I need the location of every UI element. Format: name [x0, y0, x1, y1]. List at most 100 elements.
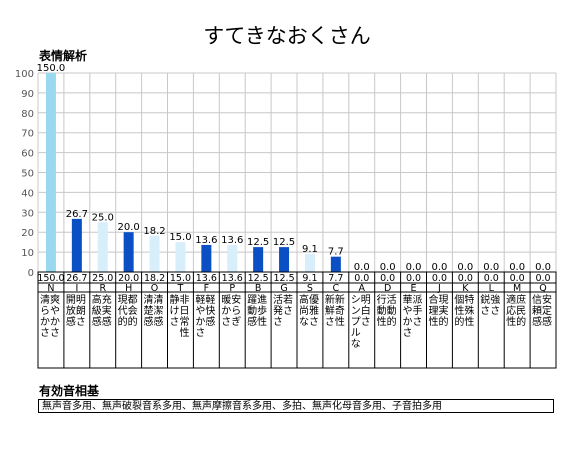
x-category-label: Q [539, 283, 546, 294]
table-value: 0.0 [406, 273, 421, 284]
table-value: 12.5 [248, 273, 269, 284]
x-category-label: T [177, 283, 184, 294]
bar-value-label: 0.0 [535, 262, 551, 273]
category-description: 現実的 [438, 294, 448, 328]
category-description: 躍動感 [247, 294, 257, 328]
x-category-label: J [437, 283, 441, 294]
category-description: 静けさ [169, 293, 179, 328]
table-value: 13.6 [196, 273, 217, 284]
table-value: 12.5 [273, 273, 294, 284]
x-category-label: R [99, 283, 106, 294]
category-description: 信頼感 [532, 294, 542, 328]
y-tick-label: 10 [21, 248, 34, 259]
category-description: 個性的 [454, 293, 464, 328]
category-description: 優雅さ [309, 293, 319, 328]
category-description: 行動性 [377, 293, 387, 328]
bar [201, 244, 212, 272]
x-category-label: P [229, 283, 235, 294]
bar [253, 247, 264, 272]
bar-value-label: 9.1 [302, 244, 318, 255]
bar [45, 73, 56, 272]
category-description: 非日常性 [179, 294, 189, 339]
table-value: 15.0 [170, 273, 191, 284]
table-value: 13.6 [222, 273, 243, 284]
x-category-label: D [384, 283, 391, 294]
y-tick-label: 20 [21, 228, 34, 239]
bar-value-label: 26.7 [66, 209, 88, 220]
table-value: 0.0 [510, 273, 525, 284]
y-tick-label: 70 [21, 129, 34, 140]
category-description: 活発さ [273, 294, 283, 328]
bar-value-label: 0.0 [380, 262, 396, 273]
y-tick-label: 80 [21, 109, 34, 120]
table-value: 0.0 [458, 273, 473, 284]
phonetic-features-box: 無声音多用、無声破裂音系多用、無声摩擦音系多用、多拍、無声化母音多用、子音拍多用 [38, 399, 554, 413]
category-description: シンプルな [351, 295, 361, 350]
y-tick-label: 90 [21, 89, 34, 100]
chart-title: すてきなおくさん [203, 24, 371, 48]
category-description: 都会的 [128, 294, 138, 328]
x-category-label: S [307, 283, 313, 294]
category-description: 清楚感 [144, 293, 154, 328]
bar-value-label: 15.0 [169, 232, 191, 243]
x-category-label: I [75, 283, 78, 294]
bar [304, 253, 315, 272]
bar-value-label: 0.0 [406, 262, 422, 273]
x-category-label: F [204, 283, 209, 294]
category-description: 爽やかさ [50, 294, 60, 339]
y-tick-label: 40 [21, 188, 34, 199]
table-value: 26.7 [66, 273, 87, 284]
table-value: 150.0 [37, 273, 64, 284]
category-description: 安らぎ [231, 293, 241, 328]
category-description: 適応性 [506, 293, 516, 328]
chart-axis: 0 10 20 30 40 50 60 70 80 90 100 [15, 69, 34, 279]
bar-value-label: 13.6 [221, 235, 243, 246]
bar [175, 242, 186, 272]
chart-section-heading: 表情解析 [39, 49, 88, 63]
table-value: 0.0 [484, 273, 499, 284]
bar-value-label: 25.0 [92, 212, 114, 223]
table-value: 0.0 [380, 273, 395, 284]
x-category-label: L [489, 283, 495, 294]
category-description: 明白さ [361, 294, 371, 328]
y-tick-label: 100 [15, 69, 34, 80]
x-category-label: C [333, 283, 340, 294]
category-description: 高級感 [92, 293, 102, 328]
bar [123, 232, 134, 272]
category-description: 明朗さ [76, 294, 86, 328]
chart-bars [45, 73, 341, 272]
chart-gridlines [37, 72, 557, 273]
x-category-label: G [280, 283, 287, 294]
bar-value-label: 0.0 [354, 262, 370, 273]
bar-value-label: 0.0 [457, 262, 473, 273]
table-value: 20.0 [118, 273, 139, 284]
y-tick-label: 50 [21, 169, 34, 180]
category-description: 進歩性 [257, 294, 267, 328]
bar [330, 256, 341, 272]
category-description: 鋭さ [480, 293, 490, 317]
category-description: 新奇性 [335, 293, 345, 328]
bar-value-label: 7.7 [328, 247, 344, 258]
category-description: 清潔感 [154, 293, 164, 328]
phonetic-section-heading: 有効音相基 [39, 384, 100, 398]
x-category-label: A [359, 283, 366, 294]
x-category-label: O [151, 283, 158, 294]
bar-value-label: 13.6 [195, 235, 217, 246]
bar-value-label: 150.0 [37, 63, 66, 74]
category-description: 暖かさ [221, 293, 231, 328]
x-category-label: H [125, 283, 132, 294]
bar [149, 235, 160, 272]
table-value: 0.0 [535, 273, 550, 284]
y-tick-label: 0 [28, 268, 34, 279]
bar [71, 218, 82, 272]
y-tick-label: 30 [21, 208, 34, 219]
category-description: 現代的 [118, 294, 128, 328]
bar [227, 244, 238, 272]
table-value: 0.0 [354, 273, 369, 284]
bar-value-label: 0.0 [431, 262, 447, 273]
bar-value-label: 20.0 [118, 222, 140, 233]
category-description: 合理性 [428, 293, 438, 328]
table-value: 9.1 [302, 273, 317, 284]
bar-value-label: 12.5 [273, 237, 295, 248]
